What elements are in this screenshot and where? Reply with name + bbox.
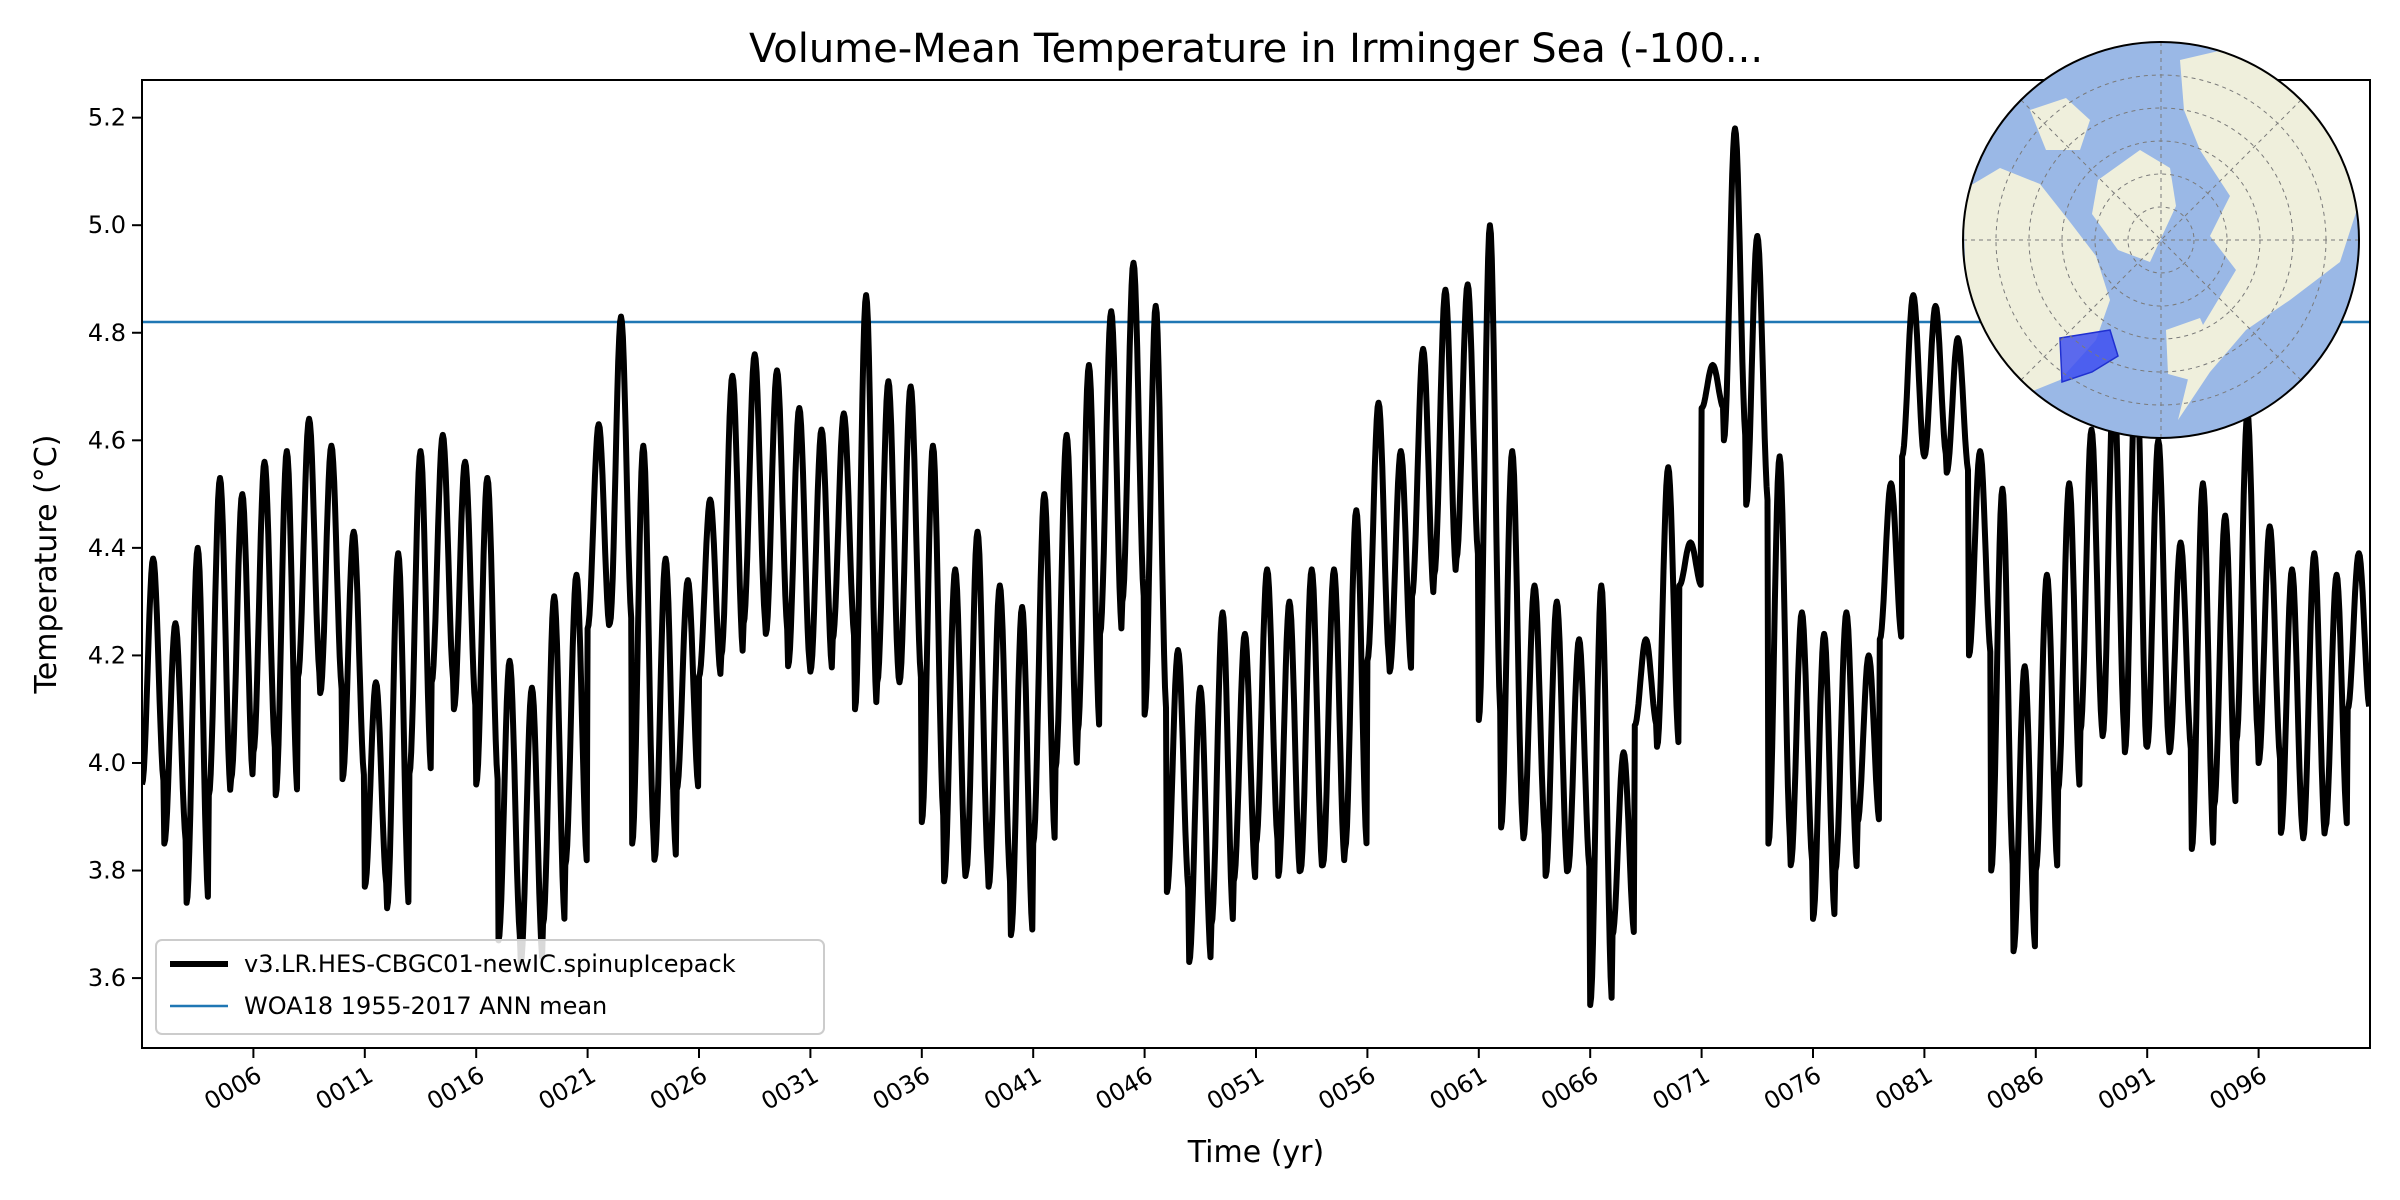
legend-label-spinup: v3.LR.HES-CBGC01-newIC.spinupIcepack [244, 950, 736, 978]
y-axis-ticks: 3.6 3.8 4.0 4.2 4.4 4.6 4.8 5.0 5.2 [88, 104, 142, 992]
legend: v3.LR.HES-CBGC01-newIC.spinupIcepack WOA… [155, 939, 825, 1035]
map-border [1962, 41, 2360, 439]
map-land-arctic-islands [2030, 98, 2090, 150]
y-tick-label: 4.6 [88, 426, 126, 454]
y-tick-label: 5.2 [88, 104, 126, 132]
x-tick-label: 0031 [757, 1061, 824, 1116]
map-land-greenland [2092, 150, 2176, 262]
plot-frame [141, 79, 2371, 1049]
y-tick-label: 3.6 [88, 964, 126, 992]
x-tick-label: 0036 [868, 1061, 935, 1116]
x-tick-label: 0011 [311, 1061, 378, 1116]
x-tick-label: 0066 [1536, 1061, 1603, 1116]
map-land-europe [2166, 318, 2214, 380]
y-axis-title: Temperature (°C) [29, 435, 64, 695]
x-tick-label: 0006 [200, 1061, 267, 1116]
x-tick-label: 0021 [534, 1061, 601, 1116]
x-tick-label: 0051 [1202, 1061, 1269, 1116]
series-line-spinup [142, 125, 2370, 1008]
x-tick-label: 0046 [1091, 1061, 1158, 1116]
legend-box [155, 939, 825, 1035]
chart-title: Volume-Mean Temperature in Irminger Sea … [749, 26, 1763, 72]
x-tick-label: 0096 [2205, 1061, 2272, 1116]
y-tick-label: 4.8 [88, 319, 126, 347]
y-tick-label: 4.2 [88, 641, 126, 669]
map-region-irminger-sea [2059, 329, 2119, 384]
y-tick-label: 3.8 [88, 857, 126, 885]
x-tick-label: 0041 [979, 1061, 1046, 1116]
x-tick-label: 0071 [1648, 1061, 1715, 1116]
y-tick-label: 4.4 [88, 534, 126, 562]
x-tick-label: 0026 [645, 1061, 712, 1116]
x-tick-label: 0086 [1982, 1061, 2049, 1116]
x-tick-label: 0056 [1314, 1061, 1381, 1116]
x-tick-label: 0061 [1425, 1061, 1492, 1116]
x-tick-label: 0081 [1871, 1061, 1938, 1116]
x-tick-label: 0091 [2093, 1061, 2160, 1116]
inset-polar-map [1962, 41, 2360, 439]
x-axis-ticks: 0006 0011 0016 0021 0026 0031 0036 0041 0046 0051… [200, 1048, 2272, 1116]
x-tick-label: 0016 [422, 1061, 489, 1116]
legend-label-woa18: WOA18 1955-2017 ANN mean [244, 992, 607, 1020]
map-graticule [1963, 42, 2359, 438]
y-tick-label: 4.0 [88, 749, 126, 777]
x-tick-label: 0076 [1759, 1061, 1826, 1116]
y-tick-label: 5.0 [88, 211, 126, 239]
map-land-eurasia [2178, 46, 2359, 420]
x-axis-title: Time (yr) [1187, 1135, 1324, 1170]
